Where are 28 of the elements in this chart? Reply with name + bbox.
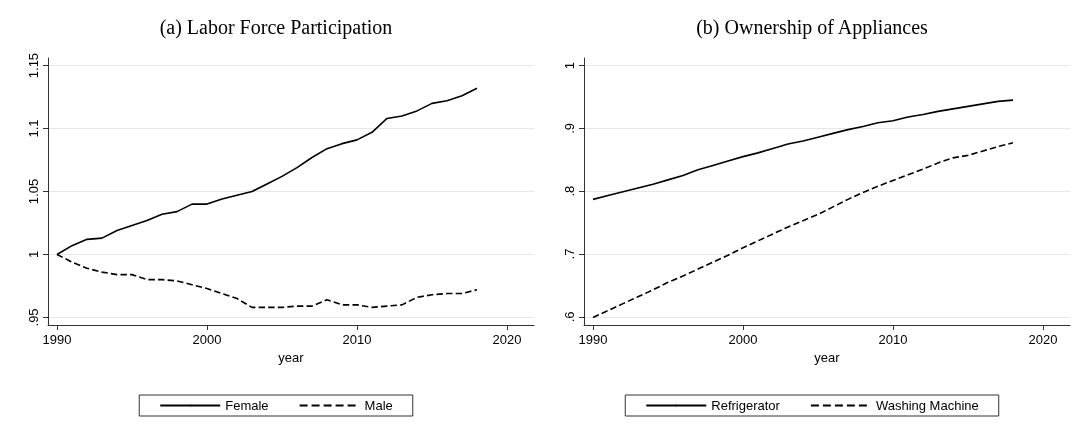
y-tick-label: 1.05 (26, 178, 41, 205)
x-tick-label: 2000 (192, 332, 222, 347)
y-tick-label: 1.15 (26, 52, 41, 79)
legend-label: Female (225, 398, 269, 413)
x-tick-label: 1990 (578, 332, 608, 347)
line-series (592, 99, 1014, 201)
y-tick-label: .6 (562, 311, 577, 323)
line-series (592, 142, 1014, 319)
y-tick-label: .95 (26, 308, 41, 327)
chart-title: (a) Labor Force Participation (159, 16, 393, 39)
chart-title: (b) Ownership of Appliances (696, 16, 929, 39)
x-tick-label: 2000 (728, 332, 758, 347)
legend-label: Refrigerator (711, 398, 781, 413)
legend-label: Washing Machine (875, 398, 979, 413)
y-tick-label: .7 (562, 248, 577, 260)
y-tick-label: .9 (562, 122, 577, 134)
y-tick-label: .8 (562, 185, 577, 197)
x-tick-label: 2010 (878, 332, 908, 347)
y-tick-label: 1 (562, 61, 577, 70)
y-tick-label: 1 (26, 250, 41, 259)
x-axis-title: year (814, 349, 841, 365)
x-tick-label: 1990 (42, 332, 72, 347)
x-tick-label: 2020 (492, 332, 522, 347)
legend-label: Male (364, 398, 393, 413)
y-tick-label: 1.1 (26, 119, 41, 138)
x-tick-label: 2010 (342, 332, 372, 347)
x-axis-title: year (278, 349, 305, 365)
x-tick-label: 2020 (1028, 332, 1058, 347)
